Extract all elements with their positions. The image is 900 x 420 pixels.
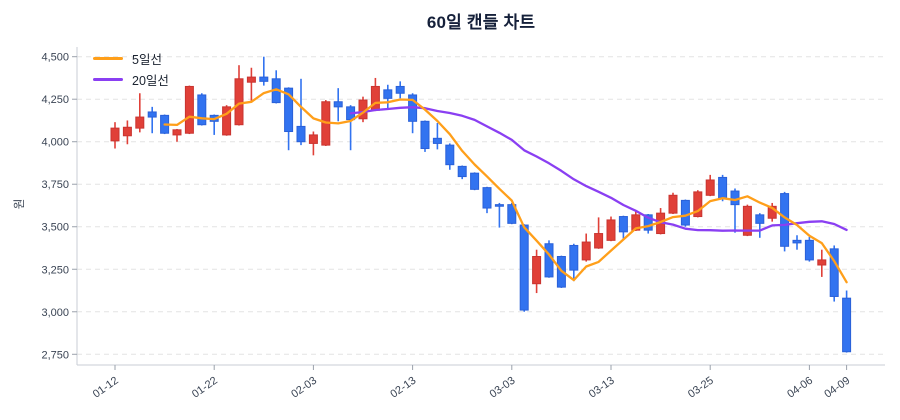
up-candle-body	[122, 126, 132, 137]
down-candle-body	[296, 125, 306, 143]
down-candle-body	[445, 144, 455, 166]
down-candle-body	[259, 76, 269, 82]
down-candle-body	[730, 190, 740, 206]
down-candle-body	[829, 248, 839, 297]
down-candle-body	[494, 204, 504, 207]
down-candle-body	[197, 94, 207, 126]
up-candle-body	[668, 194, 678, 214]
chart-legend: 5일선 20일선	[93, 48, 169, 90]
x-tick-label: 02-03	[289, 375, 319, 401]
down-candle-body	[755, 214, 765, 224]
down-candle-body	[718, 176, 728, 200]
x-tick-label: 02-13	[388, 375, 418, 401]
down-candle-body	[519, 224, 529, 311]
down-candle-body	[507, 204, 517, 224]
down-candle-body	[792, 239, 802, 244]
y-tick-label: 3,750	[41, 179, 69, 191]
up-candle-body	[817, 259, 827, 266]
up-candle-body	[234, 78, 244, 126]
down-candle-body	[643, 214, 653, 231]
x-tick-label: 01-12	[91, 375, 121, 401]
up-candle-body	[184, 85, 194, 134]
down-candle-body	[432, 137, 442, 144]
ma20-line	[349, 106, 848, 232]
x-tick-label: 03-03	[488, 375, 518, 401]
down-candle-body	[383, 89, 393, 99]
down-candle-body	[482, 187, 492, 209]
ma5-legend-label: 5일선	[132, 53, 162, 67]
up-candle-body	[631, 214, 641, 231]
up-candle-body	[742, 205, 752, 236]
ma20-line-swatch	[93, 78, 123, 81]
y-tick-label: 2,750	[41, 349, 69, 361]
down-candle-body	[284, 87, 294, 133]
y-tick-label: 3,500	[41, 222, 69, 234]
down-candle-body	[842, 297, 852, 353]
up-candle-body	[581, 241, 591, 261]
ma5-line-swatch	[93, 57, 123, 60]
up-candle-body	[594, 233, 604, 249]
up-candle-body	[135, 116, 145, 129]
ma20-legend-label: 20일선	[132, 74, 169, 88]
x-tick-label: 04-09	[822, 375, 852, 401]
down-candle-body	[569, 244, 579, 271]
up-candle-body	[172, 129, 182, 136]
y-tick-label: 3,250	[41, 264, 69, 276]
up-candle-body	[705, 179, 715, 196]
down-candle-body	[147, 111, 157, 118]
x-tick-label: 03-13	[587, 375, 617, 401]
x-tick-label: 01-22	[190, 375, 220, 401]
down-candle-body	[420, 120, 430, 150]
chart-title: 60일 캔들 차트	[426, 13, 536, 32]
y-tick-label: 4,000	[41, 137, 69, 149]
up-candle-body	[606, 219, 616, 241]
x-tick-label: 03-25	[686, 375, 716, 401]
up-candle-body	[693, 191, 703, 218]
y-tick-label: 4,250	[41, 94, 69, 106]
down-candle-body	[457, 165, 467, 178]
up-candle-body	[370, 85, 380, 111]
y-tick-label: 3,000	[41, 307, 69, 319]
down-candle-body	[470, 172, 480, 190]
ma5-line	[163, 88, 848, 284]
y-tick-label: 4,500	[41, 52, 69, 64]
x-tick-label: 04-06	[785, 375, 815, 401]
up-candle-body	[110, 127, 120, 142]
down-candle-body	[804, 239, 814, 261]
legend-item-ma20: 20일선	[93, 69, 169, 90]
y-axis-title: 원	[14, 198, 26, 210]
up-candle-body	[222, 106, 232, 136]
legend-item-ma5: 5일선	[93, 48, 169, 69]
down-candle-body	[333, 101, 343, 108]
down-candle-body	[618, 216, 628, 233]
up-candle-body	[308, 134, 318, 144]
down-candle-body	[680, 199, 690, 226]
down-candle-body	[395, 85, 405, 94]
down-candle-body	[544, 243, 554, 278]
up-candle-body	[246, 76, 256, 83]
up-candle-body	[532, 256, 542, 285]
